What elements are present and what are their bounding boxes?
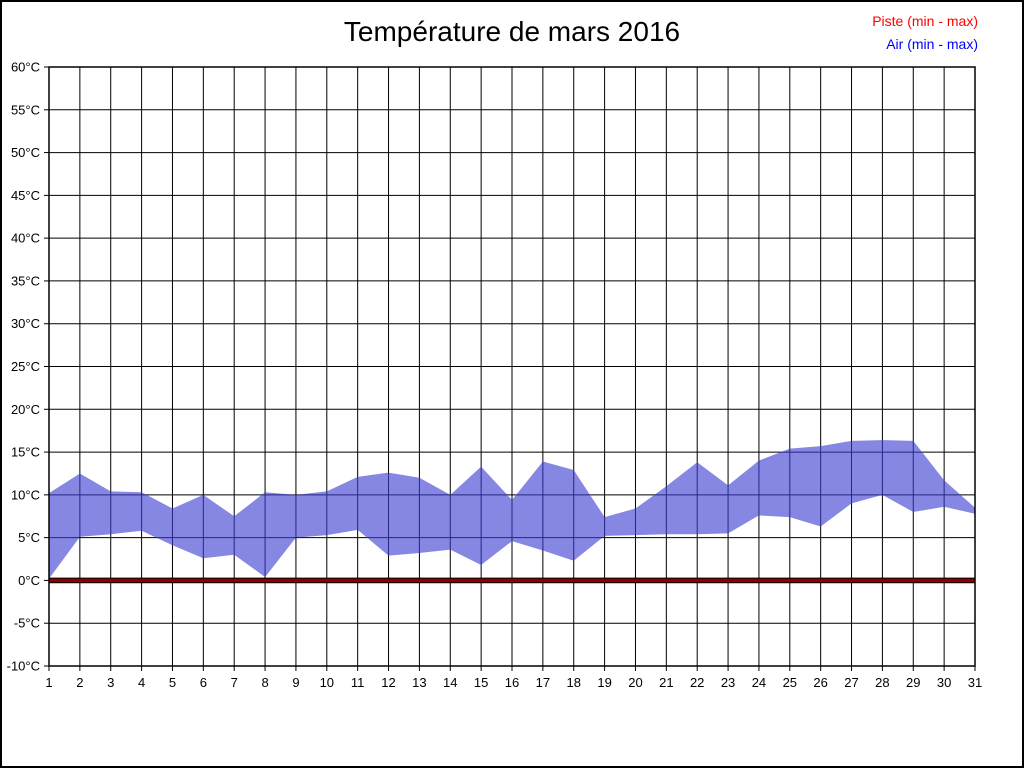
x-tick-label: 6 (200, 675, 207, 690)
x-tick-label: 11 (351, 675, 365, 690)
x-tick-label: 30 (937, 675, 951, 690)
y-tick-label: 15°C (11, 445, 40, 460)
y-tick-label: 25°C (11, 359, 40, 374)
air-minmax-band (49, 440, 975, 579)
x-tick-label: 15 (474, 675, 488, 690)
y-tick-label: 10°C (11, 487, 40, 502)
x-tick-label: 25 (783, 675, 797, 690)
x-tick-label: 17 (536, 675, 550, 690)
x-tick-label: 13 (412, 675, 426, 690)
y-axis-labels: 60°C 55°C 50°C 45°C 40°C 35°C 30°C 25°C 20°C 15°C… (7, 60, 40, 674)
x-tick-label: 22 (690, 675, 704, 690)
x-tick-label: 28 (875, 675, 889, 690)
x-tick-label: 19 (597, 675, 611, 690)
y-tick-label: -5°C (14, 616, 40, 631)
y-tick-label: 45°C (11, 188, 40, 203)
y-tick-label: 40°C (11, 231, 40, 246)
x-tick-label: 2 (76, 675, 83, 690)
x-tick-label: 10 (320, 675, 334, 690)
x-tick-label: 21 (659, 675, 673, 690)
x-tick-label: 20 (628, 675, 642, 690)
y-tick-label: 60°C (11, 60, 40, 75)
y-tick-label: 55°C (11, 102, 40, 117)
x-tick-label: 31 (968, 675, 982, 690)
axis-ticks (44, 66, 976, 671)
y-tick-label: -10°C (7, 659, 40, 674)
x-tick-label: 3 (107, 675, 114, 690)
y-tick-label: 20°C (11, 402, 40, 417)
x-tick-label: 1 (45, 675, 52, 690)
legend-item-piste: Piste (min - max) (872, 13, 978, 29)
chart-legend: Piste (min - max) Air (min - max) (872, 10, 978, 56)
y-tick-label: 5°C (18, 530, 40, 545)
x-tick-label: 16 (505, 675, 519, 690)
piste-minmax-band (48, 577, 976, 584)
x-tick-label: 7 (231, 675, 238, 690)
x-tick-label: 9 (292, 675, 299, 690)
x-tick-label: 4 (138, 675, 145, 690)
x-tick-label: 18 (566, 675, 580, 690)
x-tick-label: 23 (721, 675, 735, 690)
x-tick-label: 27 (844, 675, 858, 690)
y-tick-label: 35°C (11, 273, 40, 288)
x-axis-labels: 1 2 3 4 5 6 7 8 9 10 11 12 13 14 15 16 17 18 19 20 21 22 23 24 2… (45, 675, 982, 690)
x-tick-label: 26 (813, 675, 827, 690)
x-tick-label: 29 (906, 675, 920, 690)
x-tick-label: 24 (752, 675, 766, 690)
x-tick-label: 8 (261, 675, 268, 690)
y-tick-label: 0°C (18, 573, 40, 588)
plot-frame (48, 66, 976, 667)
y-tick-label: 50°C (11, 145, 40, 160)
y-tick-label: 30°C (11, 316, 40, 331)
gridlines (48, 66, 976, 667)
x-tick-label: 5 (169, 675, 176, 690)
legend-item-air: Air (min - max) (886, 36, 978, 52)
x-tick-label: 12 (381, 675, 395, 690)
x-tick-label: 14 (443, 675, 457, 690)
chart-title: Température de mars 2016 (343, 16, 681, 47)
